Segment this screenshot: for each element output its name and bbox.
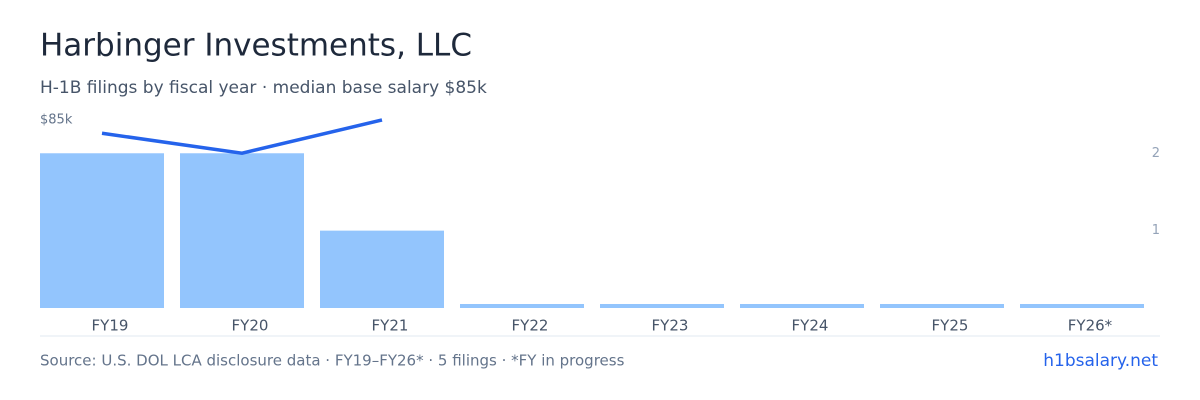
y-tick-label: $85k — [40, 113, 73, 128]
x-tick-label: FY25 — [932, 317, 969, 335]
bar — [320, 230, 444, 308]
x-tick-label: FY22 — [512, 317, 549, 335]
bar — [40, 153, 164, 308]
x-tick-label: FY20 — [232, 317, 269, 335]
bar — [460, 304, 584, 308]
y2-tick-label: 1 — [1152, 223, 1160, 238]
x-tick-label: FY23 — [652, 317, 689, 335]
bar — [880, 304, 1004, 308]
chart-subtitle: H-1B filings by fiscal year · median bas… — [40, 78, 487, 98]
chart-title: Harbinger Investments, LLC — [40, 28, 472, 64]
x-tick-label: FY19 — [92, 317, 129, 335]
bar — [180, 153, 304, 308]
link[interactable]: h1bsalary.net — [1043, 351, 1158, 371]
bar — [600, 304, 724, 308]
bar — [740, 304, 864, 308]
footer: Source: U.S. DOL LCA disclosure data · F… — [40, 352, 625, 370]
x-tick-label: FY24 — [792, 317, 829, 335]
salary-line — [101, 118, 383, 155]
x-tick-label: FY26* — [1068, 317, 1113, 335]
y2-tick-label: 2 — [1152, 146, 1160, 161]
bar — [1020, 304, 1144, 308]
x-tick-label: FY21 — [372, 317, 409, 335]
